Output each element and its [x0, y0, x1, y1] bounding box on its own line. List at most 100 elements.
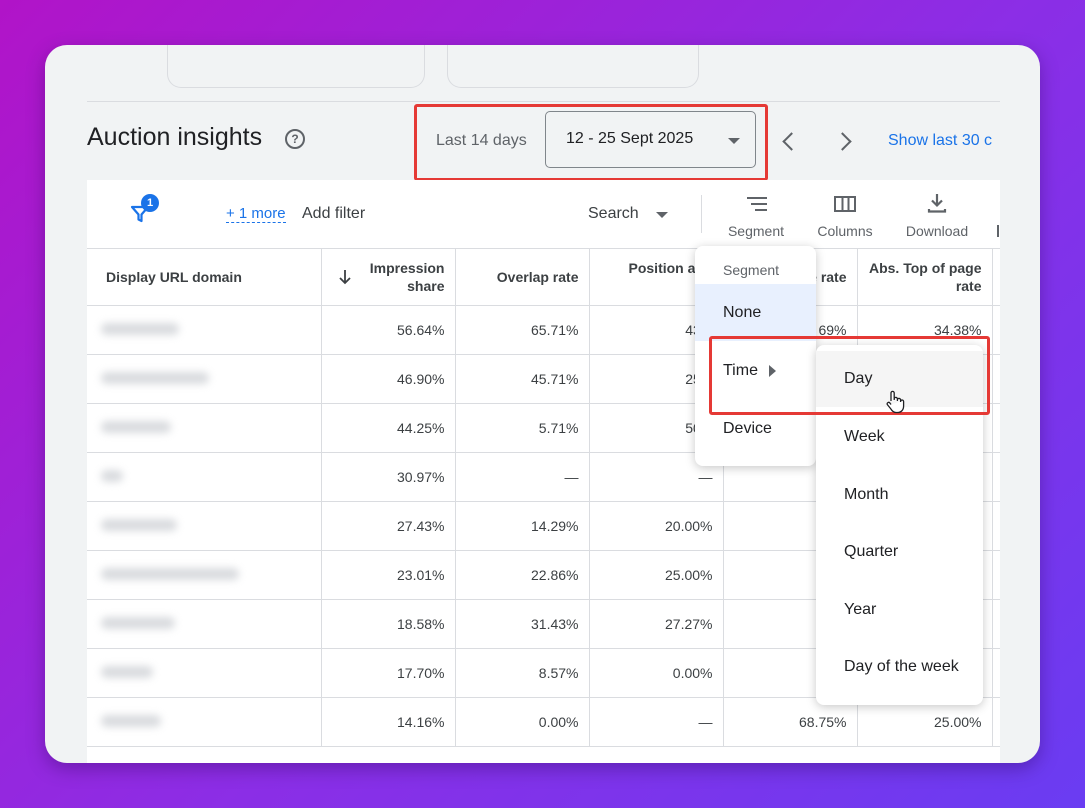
- metric-cell: 8.57%: [455, 648, 590, 698]
- segment-menu: Segment None Time Device: [695, 246, 816, 466]
- overflow-cell: [992, 305, 1000, 355]
- metric-cell: 20.00%: [589, 501, 724, 551]
- top-control-fragment[interactable]: [447, 45, 699, 88]
- overflow-cell: [992, 403, 1000, 453]
- overflow-cell: [992, 354, 1000, 404]
- overflow-cell: [992, 648, 1000, 698]
- time-option-month[interactable]: Month: [844, 486, 889, 503]
- toolbar-separator: [701, 195, 702, 233]
- segment-option-none[interactable]: None: [695, 284, 816, 341]
- toolbar-overflow-fragment: [997, 225, 999, 237]
- more-filters-link[interactable]: + 1 more: [226, 205, 286, 223]
- segment-option-device[interactable]: Device: [723, 420, 772, 437]
- segment-button-label[interactable]: Segment: [727, 223, 785, 239]
- overflow-cell: [992, 550, 1000, 600]
- table-toolbar: 1 + 1 more Add filter Search Segment Col…: [87, 180, 1000, 249]
- domain-cell-redacted: [87, 648, 322, 698]
- date-range-label: Last 14 days: [436, 132, 527, 149]
- metric-cell: 31.43%: [455, 599, 590, 649]
- redacted-domain: [101, 666, 153, 678]
- time-option-day[interactable]: Day: [816, 351, 983, 407]
- download-button-label[interactable]: Download: [905, 223, 969, 239]
- metric-cell: 14.16%: [321, 697, 456, 747]
- column-header-impression-share[interactable]: Impression share: [321, 249, 456, 306]
- domain-cell-redacted: [87, 403, 322, 453]
- divider: [87, 101, 1000, 102]
- segment-icon[interactable]: [746, 195, 768, 213]
- overflow-cell: [992, 501, 1000, 551]
- redacted-domain: [101, 568, 239, 580]
- time-option-week[interactable]: Week: [844, 428, 885, 445]
- domain-cell-redacted: [87, 501, 322, 551]
- redacted-domain: [101, 519, 177, 531]
- redacted-domain: [101, 372, 209, 384]
- column-header-overlap-rate[interactable]: Overlap rate: [455, 249, 590, 306]
- date-range-dropdown[interactable]: 12 - 25 Sept 2025: [545, 111, 756, 168]
- metric-cell: 27.43%: [321, 501, 456, 551]
- metric-cell: 23.01%: [321, 550, 456, 600]
- date-range-value: 12 - 25 Sept 2025: [566, 130, 694, 147]
- metric-cell: 44.25%: [321, 403, 456, 453]
- column-header-abs-top-of-page-rate[interactable]: Abs. Top of page rate: [857, 249, 993, 306]
- domain-cell-redacted: [87, 599, 322, 649]
- time-option-day-of-week[interactable]: Day of the week: [844, 658, 959, 675]
- column-header-overflow: [992, 249, 1000, 306]
- redacted-domain: [101, 323, 179, 335]
- app-card: Auction insights ? Last 14 days 12 - 25 …: [45, 45, 1040, 763]
- columns-icon[interactable]: [834, 195, 856, 213]
- caret-right-icon: [769, 365, 776, 377]
- caret-down-icon: [728, 138, 740, 144]
- overflow-cell: [992, 452, 1000, 502]
- metric-cell: 68.75%: [723, 697, 858, 747]
- page-title: Auction insights: [87, 123, 263, 151]
- metric-cell: 25.00%: [857, 697, 993, 747]
- table-row[interactable]: 14.16% 0.00% —68.75% 25.00%: [87, 697, 1000, 747]
- metric-cell: 14.29%: [455, 501, 590, 551]
- columns-button-label[interactable]: Columns: [817, 223, 873, 239]
- highlight-time-day: [709, 336, 990, 415]
- top-control-fragment[interactable]: [167, 45, 425, 88]
- metric-cell: 25.00%: [589, 550, 724, 600]
- redacted-domain: [101, 715, 161, 727]
- segment-option-time[interactable]: Time: [695, 342, 816, 399]
- metric-cell: 17.70%: [321, 648, 456, 698]
- show-last-30-link[interactable]: Show last 30 c: [888, 132, 993, 149]
- overflow-cell: [992, 599, 1000, 649]
- metric-cell: 45.71%: [455, 354, 590, 404]
- metric-cell: 22.86%: [455, 550, 590, 600]
- metric-cell: 46.90%: [321, 354, 456, 404]
- metric-cell: —: [455, 452, 590, 502]
- metric-cell: 0.00%: [455, 697, 590, 747]
- chevron-left-icon[interactable]: [782, 132, 801, 151]
- segment-menu-header: Segment: [723, 262, 780, 278]
- help-icon[interactable]: ?: [285, 129, 305, 149]
- metric-cell: 65.71%: [455, 305, 590, 355]
- metric-cell: 27.27%: [589, 599, 724, 649]
- search-dropdown[interactable]: Search: [588, 205, 639, 222]
- download-icon[interactable]: [926, 192, 948, 214]
- caret-down-icon: [656, 212, 668, 218]
- metric-cell: —: [589, 697, 724, 747]
- chevron-right-icon[interactable]: [833, 132, 852, 151]
- redacted-domain: [101, 617, 175, 629]
- redacted-domain: [101, 470, 123, 482]
- metric-cell: 30.97%: [321, 452, 456, 502]
- redacted-domain: [101, 421, 171, 433]
- domain-cell-redacted: [87, 305, 322, 355]
- add-filter-button[interactable]: Add filter: [302, 205, 366, 222]
- domain-cell-redacted: [87, 452, 322, 502]
- domain-cell-redacted: [87, 550, 322, 600]
- domain-cell-redacted: [87, 697, 322, 747]
- arrow-down-icon: [338, 270, 351, 285]
- highlight-date-range: [414, 104, 768, 181]
- metric-cell: 18.58%: [321, 599, 456, 649]
- time-option-quarter[interactable]: Quarter: [844, 543, 899, 560]
- time-option-year[interactable]: Year: [844, 601, 877, 618]
- metric-cell: 0.00%: [589, 648, 724, 698]
- metric-cell: 56.64%: [321, 305, 456, 355]
- filter-count-badge: 1: [141, 194, 159, 212]
- domain-cell-redacted: [87, 354, 322, 404]
- column-header-domain[interactable]: Display URL domain: [87, 249, 322, 306]
- overflow-cell: [992, 697, 1000, 747]
- table-header-row: Display URL domain Impression share Overl…: [87, 249, 1000, 306]
